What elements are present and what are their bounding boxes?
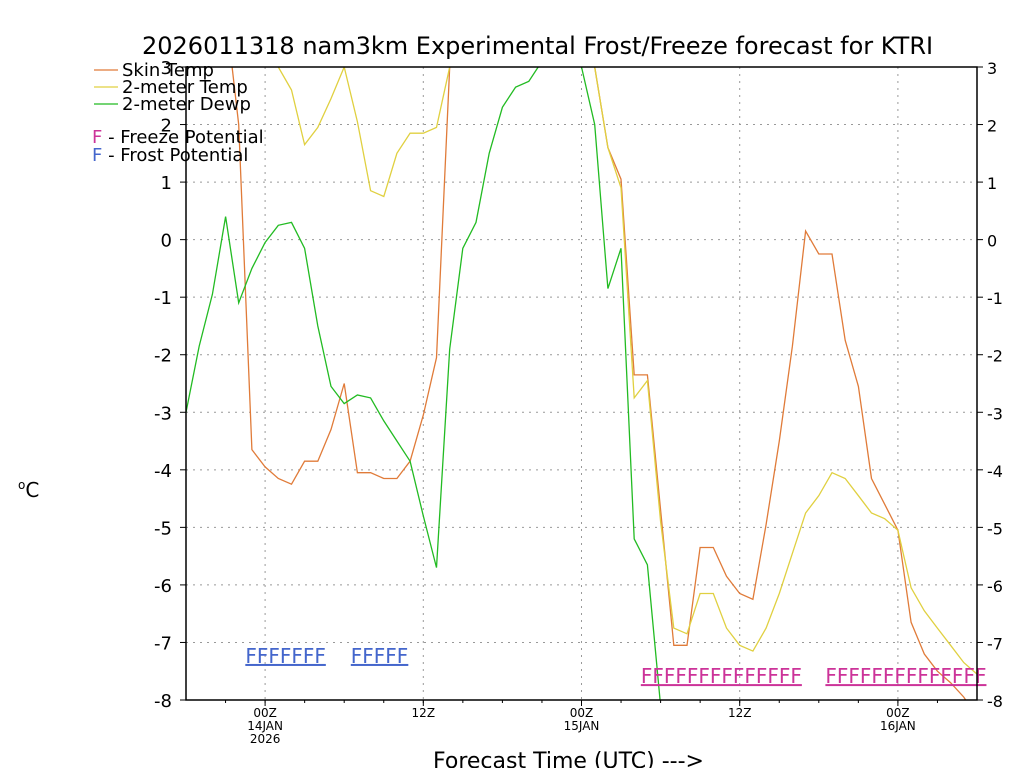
series-line-2-meter-temp [277,67,977,675]
y-tick-label: -1 [154,288,172,309]
frost-potential-flags: FFFFFFF [245,644,326,668]
legend-label: 2-meter Dewp [122,94,251,115]
y-tick-label: 1 [161,173,172,194]
x-tick-label: 00Z [253,706,277,720]
y-tick-label-right: -6 [987,577,1003,596]
y-tick-label: -3 [154,403,172,424]
y-tick-label-right: -4 [987,462,1003,481]
y-tick-label-right: -7 [987,634,1003,653]
x-tick-label: 15JAN [564,719,600,733]
y-tick-label-right: -3 [987,404,1003,423]
x-axis-label: Forecast Time (UTC) ---> [433,749,704,768]
y-tick-label-right: 2 [987,117,997,136]
x-tick-label: 00Z [886,706,910,720]
flag-legend-item: F - Frost Potential [92,145,248,166]
chart-grid [186,66,977,701]
y-tick-label: 2 [161,116,172,137]
y-tick-label: -8 [154,691,172,712]
y-tick-label-right: 3 [987,59,997,78]
y-axis-left: -8 -7 -6 -5 -4 -3 -2 -1 0 1 2 3 [154,58,186,712]
x-tick-label: 14JAN [247,719,283,733]
x-tick-label: 00Z [570,706,594,720]
plot-frame [185,66,978,701]
chart-title: 2026011318 nam3km Experimental Frost/Fre… [142,32,933,60]
y-tick-label-right: -1 [987,289,1003,308]
y-tick-label: -5 [154,518,172,539]
x-tick-label: 2026 [250,732,281,746]
y-tick-label: -2 [154,346,172,367]
y-tick-label-right: 0 [987,232,997,251]
frost-potential-flags: FFFFF [351,644,409,668]
legend-label: 2-meter Temp [122,77,248,98]
freeze-potential-flags: FFFFFFFFFFFFFF [641,664,802,688]
freeze-potential-flags: FFFFFFFFFFFFFF [825,664,986,688]
series-layer [186,67,977,700]
x-tick-label: 12Z [728,706,752,720]
flag-legend-item: F - Freeze Potential [92,127,264,148]
y-tick-label-right: -5 [987,519,1003,538]
y-tick-label-right: -2 [987,347,1003,366]
y-tick-label-right: 1 [987,174,997,193]
y-tick-label-right: -8 [987,692,1003,711]
legend-label: Skin Temp [122,60,214,81]
x-tick-label: 12Z [412,706,436,720]
x-tick-label: 16JAN [880,719,916,733]
y-tick-label: -4 [154,461,172,482]
series-line-skin-temp [231,67,967,700]
y-tick-label: 3 [161,58,172,79]
y-tick-label: -7 [154,633,172,654]
y-tick-label: 0 [161,231,172,252]
y-tick-label: -6 [154,576,172,597]
y-axis-right: -8 -7 -6 -5 -4 -3 -2 -1 0 1 2 3 [977,59,1003,711]
series-line-2-meter-dewp [186,67,661,700]
y-axis-label: oC [18,478,39,502]
